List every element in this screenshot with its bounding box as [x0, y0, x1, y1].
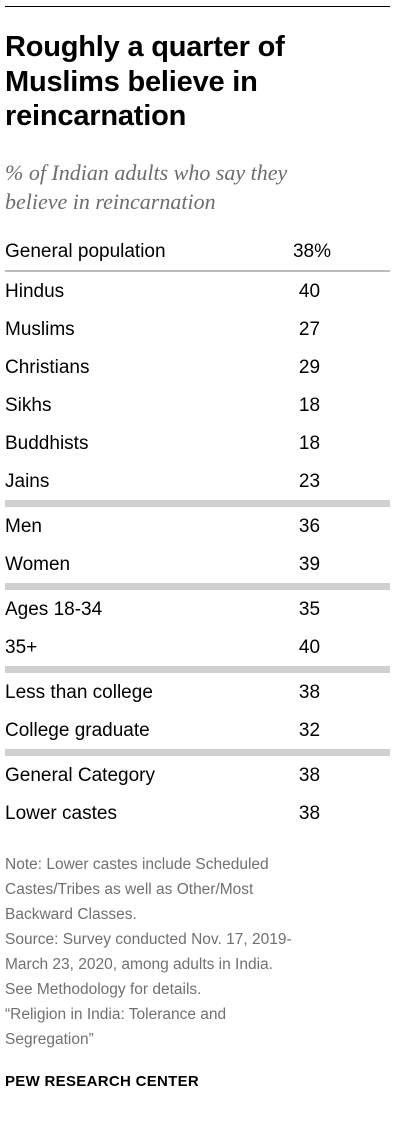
- note-line: Note: Lower castes include Scheduled: [5, 856, 269, 873]
- row-label: Buddhists: [5, 433, 89, 454]
- row-value: 38%: [292, 241, 332, 262]
- table-row: College graduate 32: [5, 711, 390, 749]
- row-label: Men: [5, 516, 42, 537]
- report-title-line: “Religion in India: Tolerance and: [5, 1006, 227, 1023]
- row-value: 18: [298, 433, 321, 454]
- note-line: Backward Classes.: [5, 906, 137, 923]
- table-row: Men 36: [5, 507, 390, 545]
- row-label: Hindus: [5, 281, 65, 302]
- table-row: Ages 18-34 35: [5, 590, 390, 628]
- table-row: General Category 38: [5, 756, 390, 794]
- group-separator: [5, 583, 390, 590]
- row-value: 23: [298, 471, 321, 492]
- row-value: 40: [298, 637, 321, 658]
- row-label: Less than college: [5, 682, 153, 703]
- table-row: Hindus 40: [5, 272, 390, 310]
- chart-subtitle: % of Indian adults who say they believe …: [5, 158, 390, 216]
- table-row: Less than college 38: [5, 673, 390, 711]
- row-label: Lower castes: [5, 803, 117, 824]
- group-separator: [5, 500, 390, 507]
- group-separator: [5, 749, 390, 756]
- row-label: Women: [5, 554, 71, 575]
- row-value: 27: [298, 319, 321, 340]
- title-line: Roughly a quarter of: [5, 31, 285, 63]
- row-value: 38: [298, 803, 321, 824]
- notes: Note: Lower castes include Scheduled Cas…: [5, 852, 390, 1052]
- table-row: 35+ 40: [5, 628, 390, 666]
- subtitle-line: believe in reincarnation: [5, 189, 216, 214]
- table-row: Lower castes 38: [5, 794, 390, 832]
- top-rule: [5, 6, 390, 7]
- row-label: Jains: [5, 471, 50, 492]
- row-value: 18: [298, 395, 321, 416]
- table-row: Muslims 27: [5, 310, 390, 348]
- table-row: Buddhists 18: [5, 424, 390, 462]
- chart-title: Roughly a quarter of Muslims believe in …: [5, 30, 390, 134]
- row-value: 40: [298, 281, 321, 302]
- row-label: General Category: [5, 765, 155, 786]
- report-title-line: Segregation”: [5, 1031, 94, 1048]
- row-label: Ages 18-34: [5, 599, 103, 620]
- group-separator: [5, 666, 390, 673]
- source-line: Source: Survey conducted Nov. 17, 2019-: [5, 931, 292, 948]
- group-separator: [5, 270, 390, 272]
- source-line: March 23, 2020, among adults in India.: [5, 956, 273, 973]
- row-label: College graduate: [5, 720, 150, 741]
- table-row: Christians 29: [5, 348, 390, 386]
- row-label: Christians: [5, 357, 90, 378]
- row-value: 35: [298, 599, 321, 620]
- note-line: Castes/Tribes as well as Other/Most: [5, 881, 254, 898]
- source-line: See Methodology for details.: [5, 981, 202, 998]
- row-label: 35+: [5, 637, 38, 658]
- row-value: 38: [298, 765, 321, 786]
- row-value: 38: [298, 682, 321, 703]
- row-value: 36: [298, 516, 321, 537]
- row-label: General population: [5, 241, 166, 262]
- row-label: Muslims: [5, 319, 75, 340]
- subtitle-line: % of Indian adults who say they: [5, 160, 288, 185]
- table-row: General population 38%: [5, 232, 390, 270]
- row-value: 29: [298, 357, 321, 378]
- row-label: Sikhs: [5, 395, 52, 416]
- table-row: Women 39: [5, 545, 390, 583]
- pew-logo-text: PEW RESEARCH CENTER: [5, 1073, 200, 1090]
- row-value: 32: [298, 720, 321, 741]
- table-row: Sikhs 18: [5, 386, 390, 424]
- title-line: Muslims believe in: [5, 65, 258, 98]
- row-value: 39: [298, 554, 321, 575]
- title-line: reincarnation: [5, 100, 187, 132]
- table-row: Jains 23: [5, 462, 390, 500]
- data-table: General population 38% Hindus 40 Muslims 27 Ch…: [5, 232, 390, 832]
